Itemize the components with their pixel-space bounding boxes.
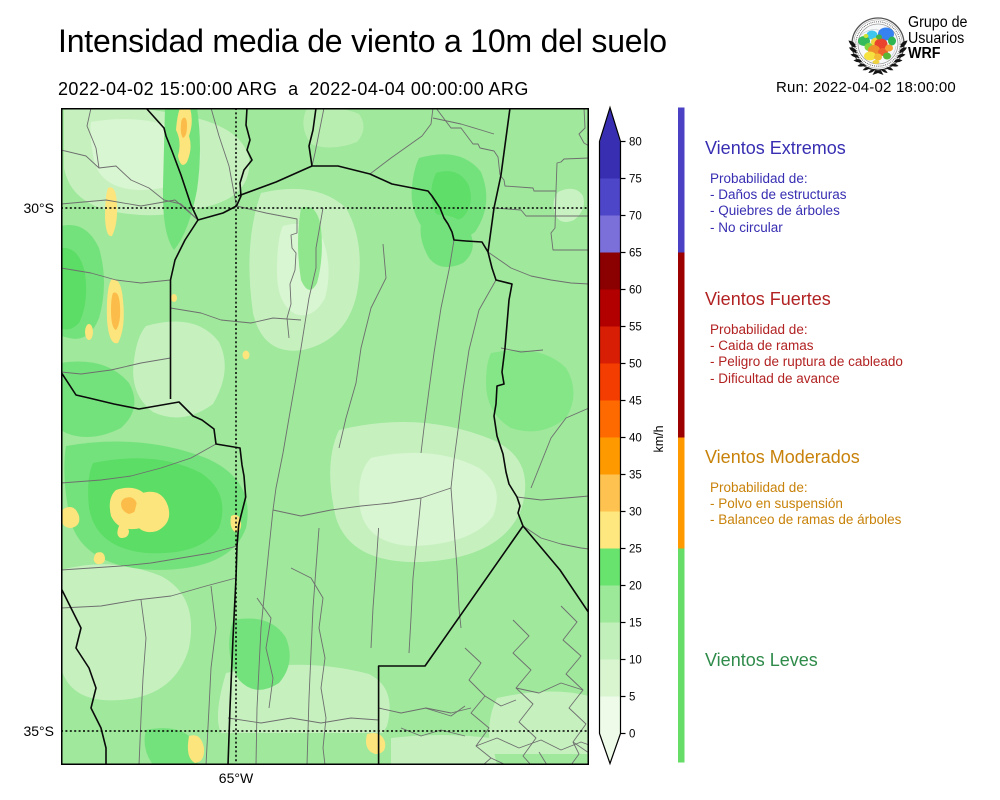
svg-text:70: 70 bbox=[629, 211, 642, 223]
svg-text:10: 10 bbox=[629, 655, 642, 667]
svg-text:75: 75 bbox=[629, 174, 642, 186]
svg-text:30: 30 bbox=[629, 507, 642, 519]
svg-text:50: 50 bbox=[629, 359, 642, 371]
svg-text:0: 0 bbox=[629, 729, 635, 741]
svg-text:40: 40 bbox=[629, 433, 642, 445]
svg-text:20: 20 bbox=[629, 581, 642, 593]
svg-text:25: 25 bbox=[629, 544, 642, 556]
svg-text:15: 15 bbox=[629, 618, 642, 630]
svg-text:35: 35 bbox=[629, 470, 642, 482]
svg-text:km/h: km/h bbox=[652, 425, 666, 452]
svg-text:55: 55 bbox=[629, 322, 642, 334]
svg-text:45: 45 bbox=[629, 396, 642, 408]
svg-text:5: 5 bbox=[629, 692, 635, 704]
svg-text:80: 80 bbox=[629, 137, 642, 149]
svg-text:60: 60 bbox=[629, 285, 642, 297]
svg-text:65: 65 bbox=[629, 248, 642, 260]
